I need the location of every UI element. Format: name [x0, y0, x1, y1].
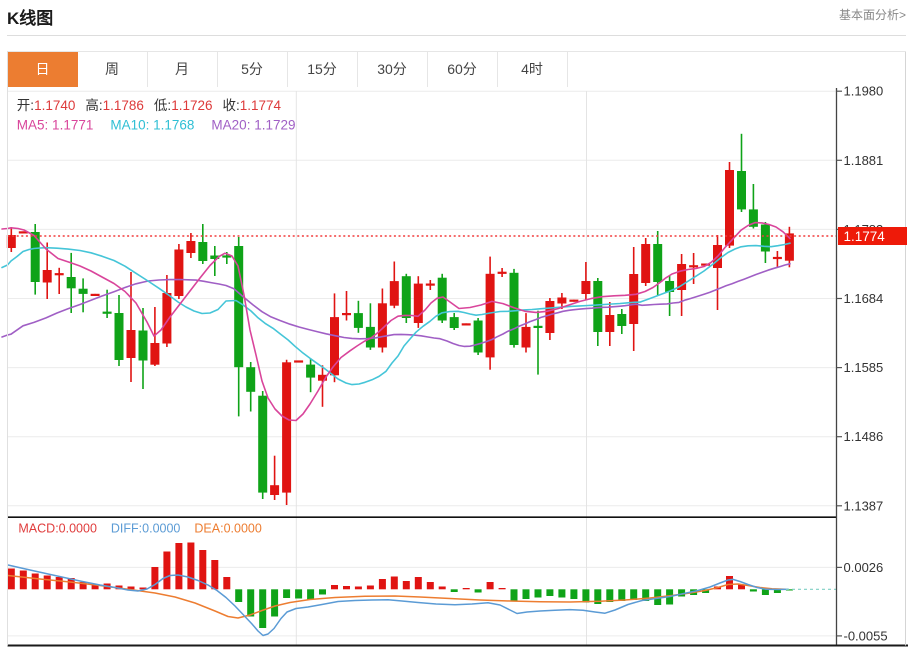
svg-text:1.1881: 1.1881 — [844, 153, 884, 168]
svg-text:0.0026: 0.0026 — [844, 560, 884, 575]
svg-text:1.1486: 1.1486 — [844, 429, 884, 444]
svg-text:1.1774: 1.1774 — [844, 229, 886, 244]
svg-text:1.1387: 1.1387 — [844, 498, 884, 513]
svg-text:1.1585: 1.1585 — [844, 360, 884, 375]
svg-text:-0.0055: -0.0055 — [844, 628, 888, 643]
svg-text:1.1684: 1.1684 — [844, 291, 884, 306]
svg-text:1.1980: 1.1980 — [844, 84, 884, 99]
